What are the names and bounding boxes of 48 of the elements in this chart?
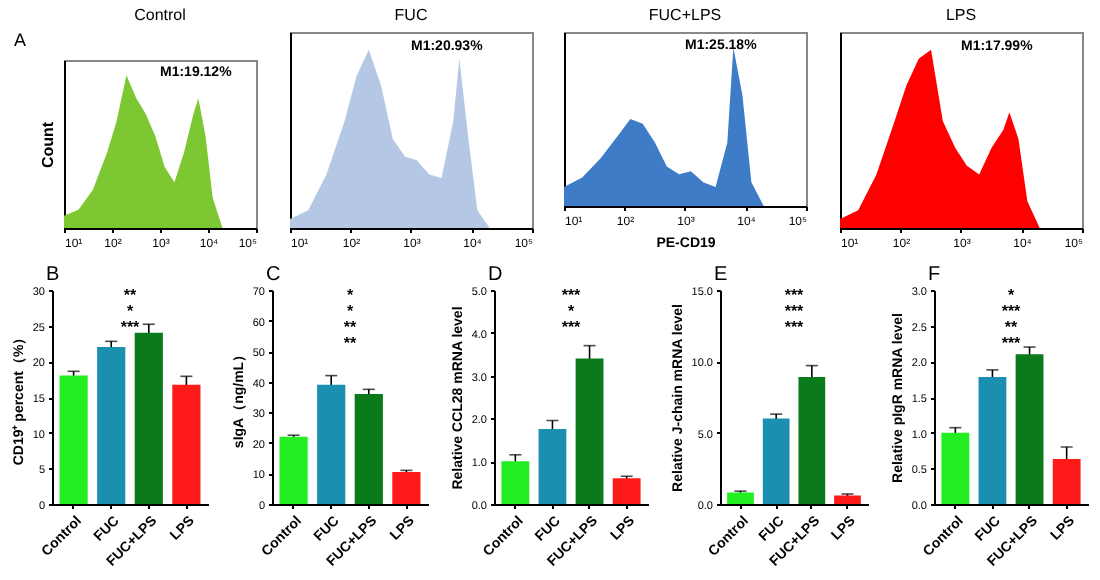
chart-title: F: [928, 264, 941, 286]
bar: [727, 492, 754, 504]
bar: [59, 375, 88, 504]
chart-title: C: [266, 264, 281, 286]
annotation: *: [567, 302, 576, 320]
annotation: *: [346, 302, 355, 320]
annotation: **: [123, 286, 138, 304]
annotation: ***: [1001, 302, 1023, 320]
bar: [575, 358, 604, 504]
annotation: ***: [784, 286, 806, 304]
annotation: *: [1007, 286, 1016, 304]
annotation: **: [1004, 318, 1019, 336]
bar: [798, 377, 826, 504]
bar: [941, 432, 970, 504]
annotation: ***: [561, 318, 583, 336]
annotation: ***: [784, 302, 806, 320]
bar: [172, 384, 201, 504]
bar: [134, 332, 163, 504]
annotation: ***: [120, 318, 142, 336]
bar: [97, 347, 126, 504]
bar: [762, 418, 790, 504]
bar: [612, 478, 641, 504]
annotation: *: [346, 286, 355, 304]
y-axis-title: Count: [39, 121, 57, 169]
bar: [392, 471, 421, 504]
bar: [1052, 459, 1081, 504]
annotation: ***: [1001, 334, 1023, 352]
annotation: **: [343, 318, 358, 336]
chart-title: FUC+LPS: [648, 6, 722, 24]
bar: [538, 429, 567, 504]
chart-title: D: [488, 264, 503, 286]
bar: [501, 461, 530, 504]
chart-title: E: [714, 264, 728, 286]
bar: [317, 384, 346, 504]
annotation: *: [126, 302, 135, 320]
chart-title: FUC: [393, 6, 427, 24]
chart-title: LPS: [944, 6, 976, 24]
bar: [978, 377, 1007, 504]
bar: [354, 393, 383, 504]
annotation: ***: [784, 318, 806, 336]
annotation: **: [343, 334, 358, 352]
bar: [1015, 354, 1044, 504]
chart-title: Control: [134, 6, 187, 24]
bar: [834, 495, 861, 504]
annotation: ***: [561, 286, 583, 304]
bar: [279, 436, 308, 504]
chart-title: B: [46, 264, 60, 286]
text: A: [13, 30, 27, 50]
